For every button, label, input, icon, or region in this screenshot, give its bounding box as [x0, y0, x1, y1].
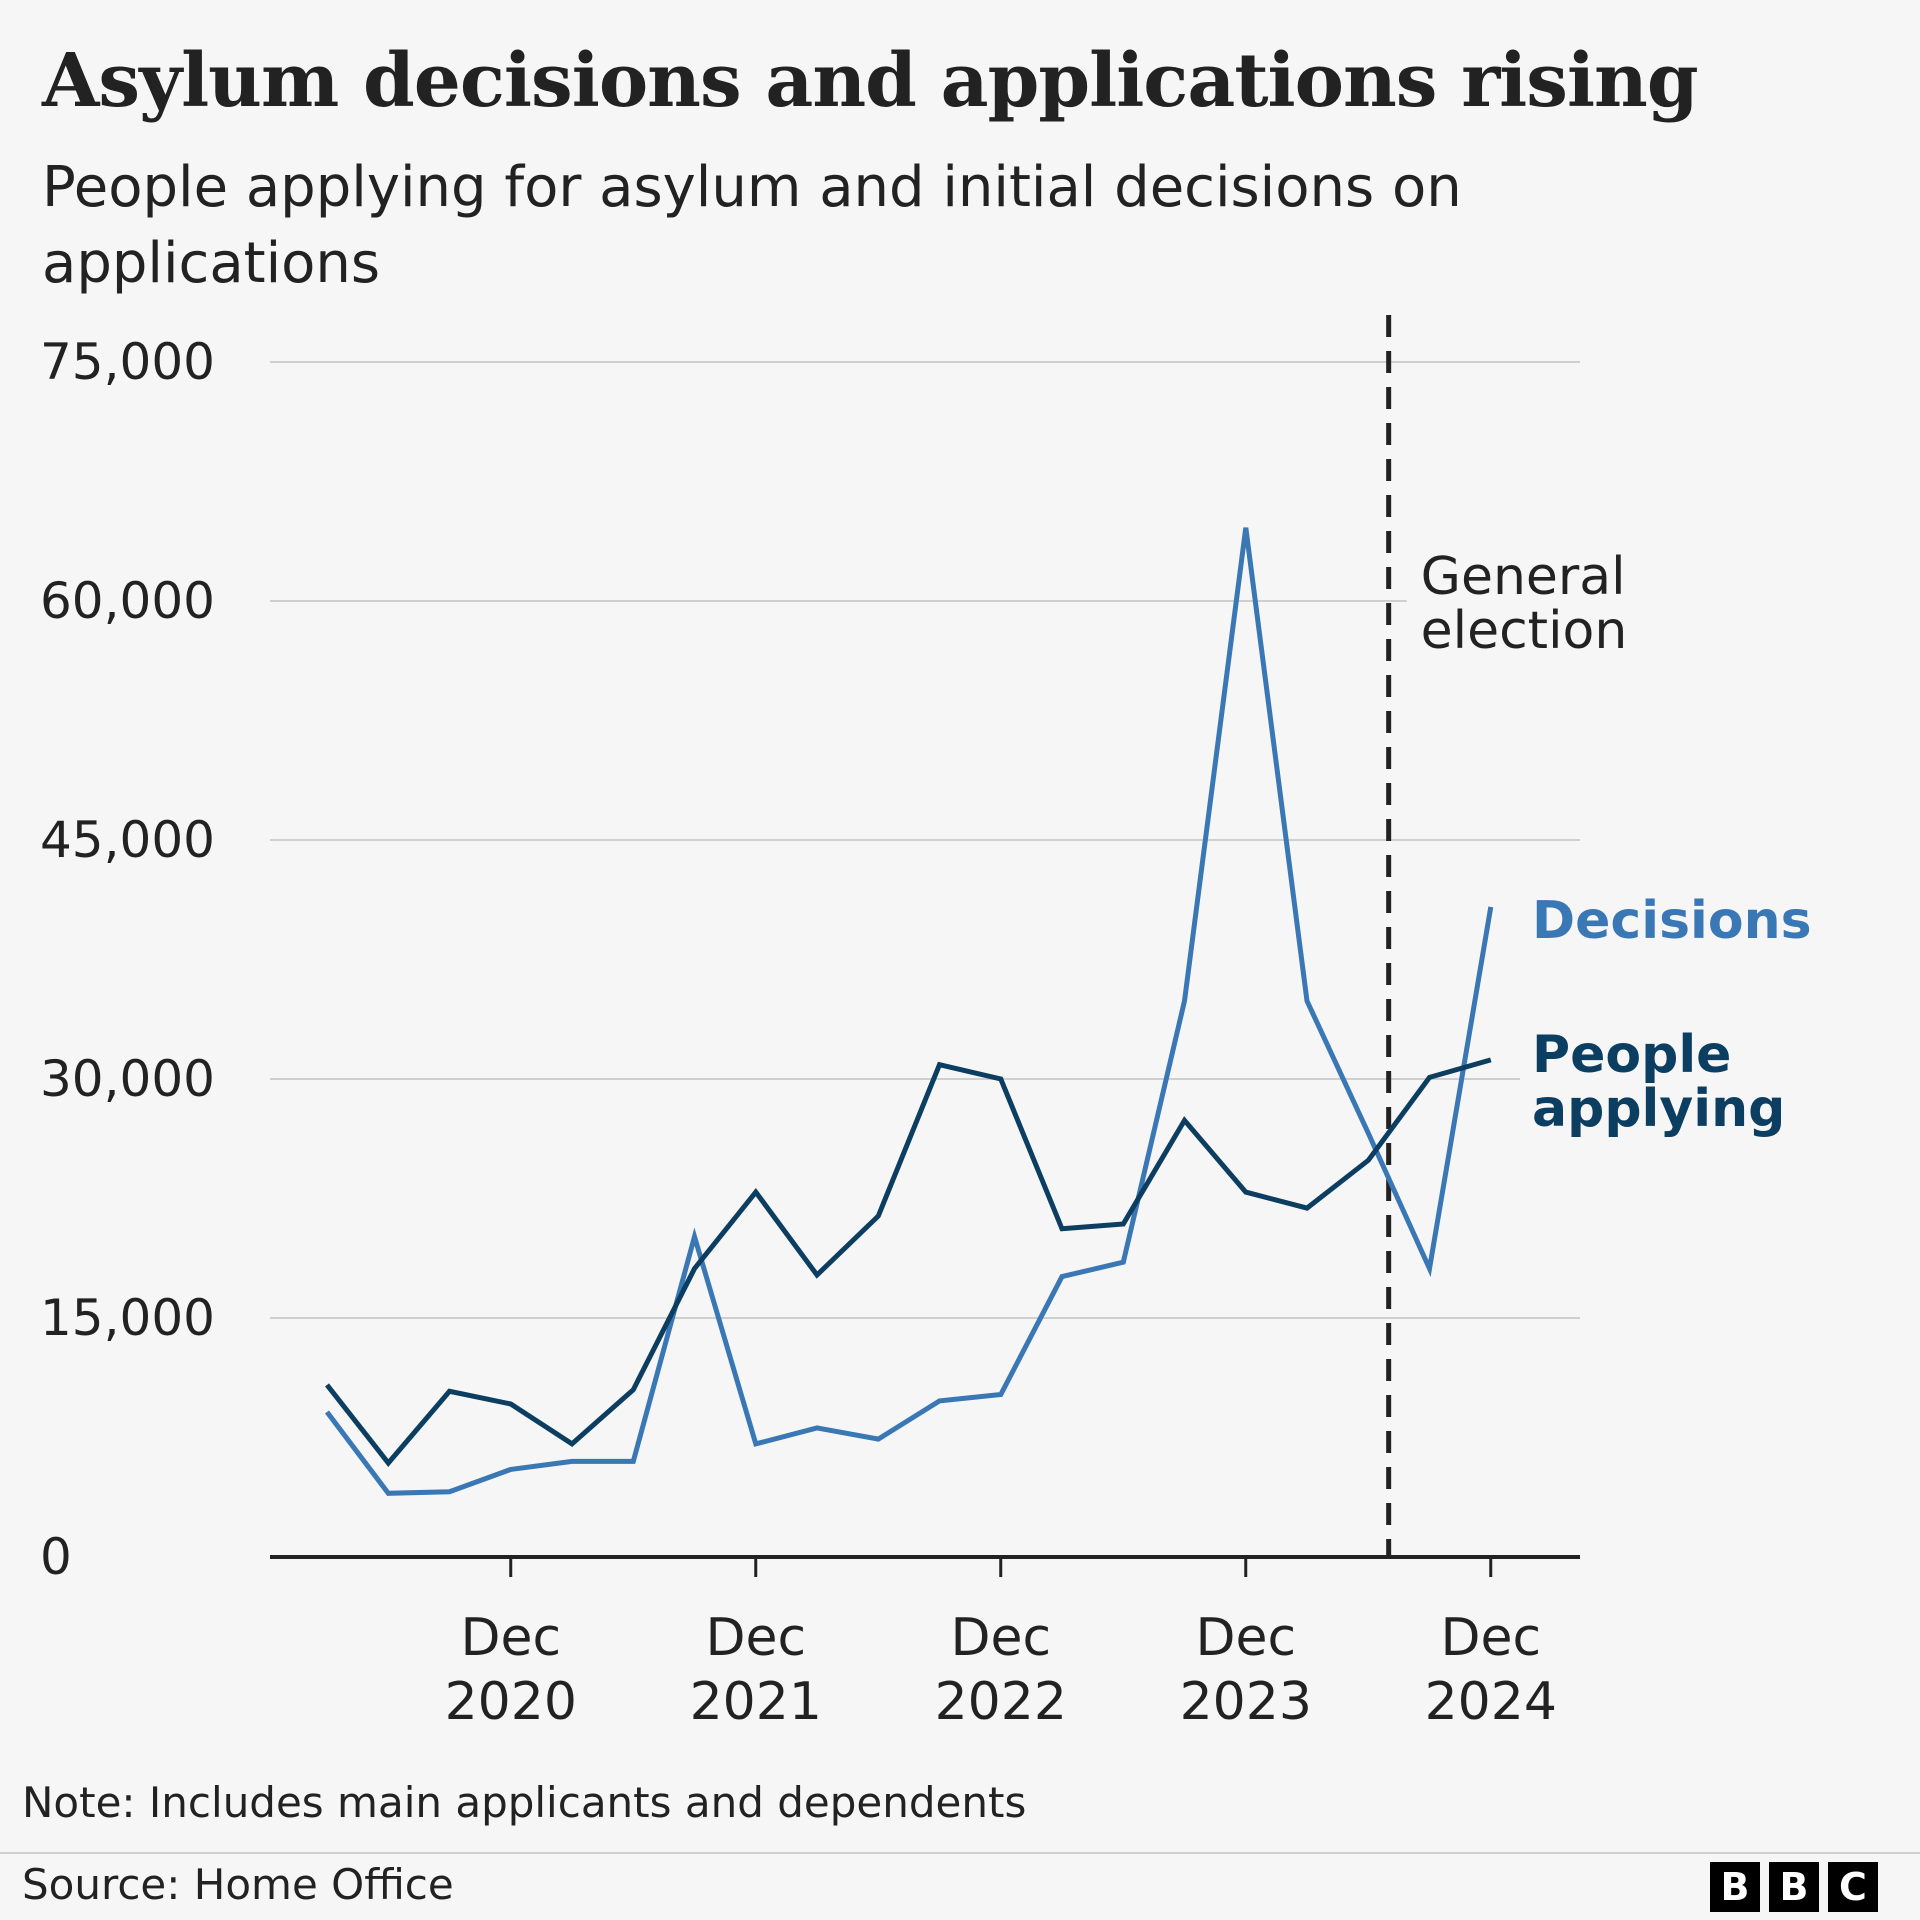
y-tick-label: 75,000: [40, 333, 215, 391]
chart-source: Source: Home Office: [22, 1860, 454, 1909]
x-tick-label: 2020: [445, 1672, 577, 1720]
x-tick-label: 2023: [1180, 1672, 1312, 1720]
legend-label: Decisions: [1532, 891, 1812, 951]
x-tick-label: Dec: [1195, 1608, 1296, 1668]
x-tick-label: 2021: [690, 1672, 822, 1720]
legend-background: [1520, 886, 1820, 954]
gridlines: [270, 361, 1580, 1319]
annotation-label: election: [1421, 601, 1628, 661]
y-tick-label: 60,000: [40, 572, 215, 630]
footer-divider: [0, 1852, 1920, 1854]
x-tick-label: Dec: [705, 1608, 806, 1668]
legend-background: [1520, 1020, 1820, 1142]
annotation-background: [1406, 540, 1607, 660]
annotation-label: General: [1421, 547, 1626, 607]
x-tick-label: Dec: [950, 1608, 1051, 1668]
line-chart: 0 15,000 30,000 45,000 60,000 75,000 Generale…: [40, 315, 1820, 1720]
x-tick-label: 2022: [935, 1672, 1067, 1720]
series-line-decisions: [325, 527, 1494, 1496]
bbc-logo-block: B: [1769, 1862, 1819, 1912]
y-tick-label: 0: [40, 1528, 72, 1586]
chart-subtitle: People applying for asylum and initial d…: [42, 155, 1462, 296]
chart-title: Asylum decisions and applications rising: [42, 38, 1699, 124]
x-tick-label: Dec: [460, 1608, 561, 1668]
bbc-logo: B B C: [1710, 1862, 1878, 1912]
series-line-people-applying: [325, 1057, 1492, 1467]
legend-label: People: [1532, 1025, 1731, 1085]
x-tick-label: 2024: [1425, 1672, 1557, 1720]
legend-label: applying: [1532, 1079, 1785, 1139]
y-tick-label: 15,000: [40, 1289, 215, 1347]
bbc-logo-block: B: [1710, 1862, 1760, 1912]
y-axis-ticks: 0 15,000 30,000 45,000 60,000 75,000: [40, 333, 215, 1586]
bbc-logo-block: C: [1828, 1862, 1878, 1912]
y-tick-label: 45,000: [40, 811, 215, 869]
chart-note: Note: Includes main applicants and depen…: [22, 1778, 1027, 1827]
series-lines: [325, 527, 1494, 1496]
y-tick-label: 30,000: [40, 1050, 215, 1108]
x-tick-label: Dec: [1440, 1608, 1541, 1668]
